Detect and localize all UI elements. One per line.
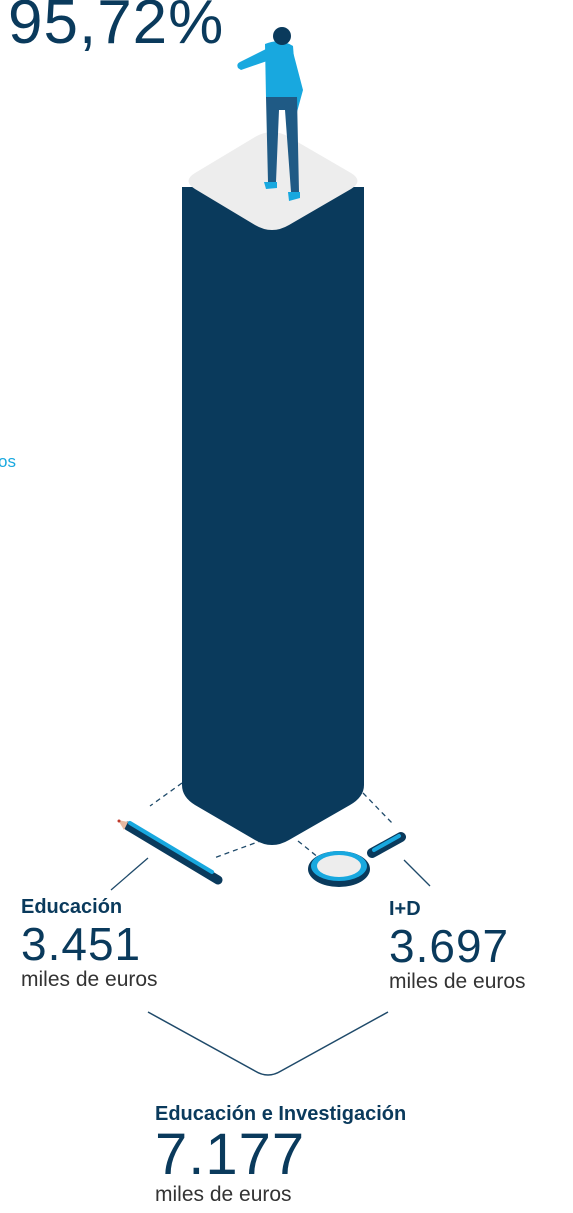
leader-line-rd — [403, 859, 431, 887]
pencil-icon — [117, 819, 223, 885]
rd-title: I+D — [389, 898, 421, 920]
headline-value: 95,72% — [8, 0, 225, 57]
education-unit: miles de euros — [21, 968, 158, 991]
leader-line-education — [110, 857, 149, 891]
person-figure — [237, 27, 303, 201]
column-body — [182, 187, 364, 845]
education-block: Educación 3.451 miles de euros — [21, 897, 158, 990]
total-title: Educación e Investigación — [155, 1103, 407, 1125]
total-value: 7.177 — [155, 1122, 306, 1187]
rd-block: I+D 3.697 miles de euros — [389, 899, 526, 992]
brace — [147, 1011, 389, 1076]
total-unit: miles de euros — [155, 1183, 292, 1206]
cut-off-label: os — [0, 452, 16, 471]
total-block: Educación e Investigación 7.177 miles de… — [155, 1104, 406, 1205]
rd-unit: miles de euros — [389, 970, 526, 993]
education-value: 3.451 — [21, 918, 142, 970]
education-title: Educación — [21, 896, 123, 918]
magnifier-icon — [308, 832, 406, 887]
rd-value: 3.697 — [389, 920, 510, 972]
